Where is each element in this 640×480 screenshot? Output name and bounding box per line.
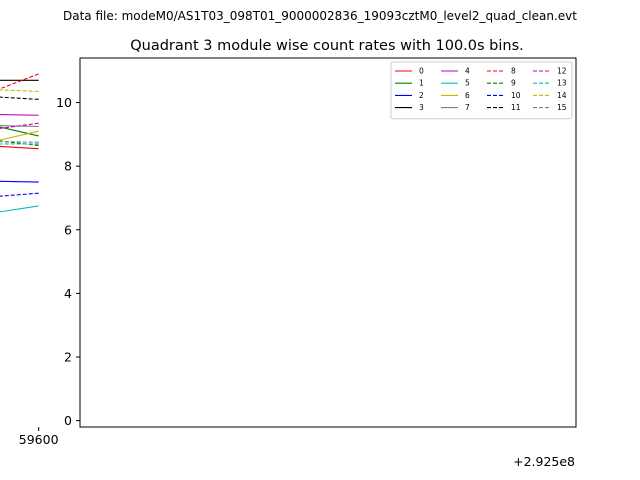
legend-label-14: 14: [557, 91, 567, 100]
legend-label-3: 3: [419, 103, 424, 112]
plot-area: 5960059800600006020060400606006080002468…: [0, 57, 577, 447]
legend-frame: [390, 61, 573, 120]
legend-label-11: 11: [511, 103, 521, 112]
y-tick-label: 10: [56, 95, 72, 110]
legend-label-7: 7: [465, 103, 470, 112]
legend-label-6: 6: [465, 91, 470, 100]
legend-label-5: 5: [465, 79, 470, 88]
legend-label-15: 15: [557, 103, 567, 112]
legend-label-2: 2: [419, 91, 424, 100]
y-tick-label: 6: [64, 222, 72, 237]
y-tick-label: 0: [64, 413, 72, 428]
legend-label-8: 8: [511, 67, 516, 76]
chart-title: Quadrant 3 module wise count rates with …: [130, 38, 524, 54]
legend-label-0: 0: [419, 67, 424, 76]
y-tick-label: 4: [64, 286, 72, 301]
legend-label-1: 1: [419, 79, 424, 88]
y-tick-label: 2: [64, 350, 72, 365]
x-tick-label: 59600: [19, 432, 59, 447]
x-offset-label: +2.925e8: [513, 454, 575, 469]
legend-label-13: 13: [557, 79, 567, 88]
axes-frame: [79, 57, 577, 428]
legend-label-9: 9: [511, 79, 516, 88]
legend-label-12: 12: [557, 67, 567, 76]
legend-label-4: 4: [465, 67, 470, 76]
figure-suptitle: Data file: modeM0/AS1T03_098T01_90000028…: [63, 9, 577, 23]
legend-label-10: 10: [511, 91, 521, 100]
y-tick-label: 8: [64, 159, 72, 174]
